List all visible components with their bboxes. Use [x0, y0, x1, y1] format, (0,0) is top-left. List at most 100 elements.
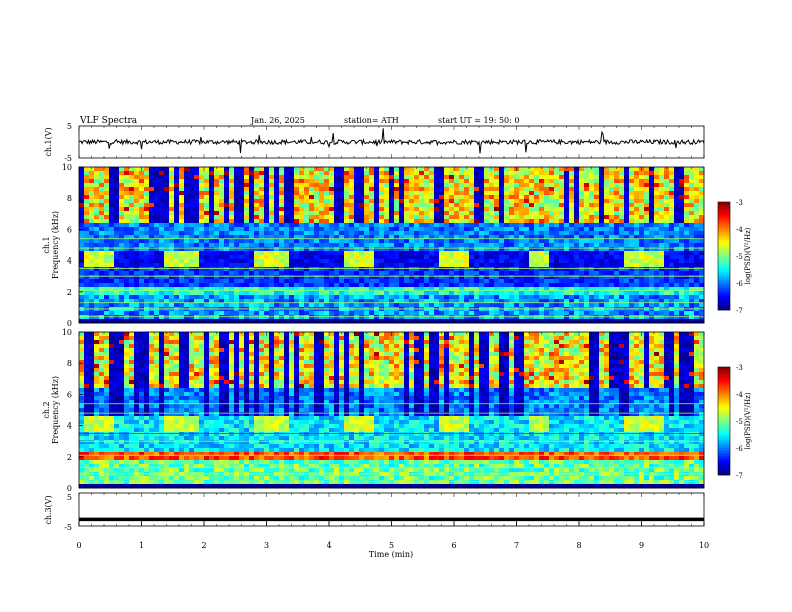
- spectrogram-cell: [509, 187, 515, 192]
- spectrogram-cell: [649, 291, 655, 296]
- spectrogram-cell: [459, 295, 465, 300]
- spectrogram-cell: [264, 291, 270, 296]
- spectrogram-cell: [399, 171, 405, 176]
- spectrogram-cell: [474, 175, 480, 180]
- spectrogram-cell: [444, 207, 450, 212]
- spectrogram-cell: [359, 183, 365, 188]
- spectrogram-cell: [639, 215, 645, 220]
- spectrogram-cell: [674, 287, 680, 292]
- spectrogram-cell: [544, 315, 550, 320]
- spectrogram-cell: [239, 295, 245, 300]
- spectrogram-cell: [449, 251, 455, 256]
- spectrogram-cell: [164, 235, 170, 240]
- spectrogram-cell: [304, 203, 310, 208]
- spectrogram-cell: [689, 287, 695, 292]
- spectrogram-cell: [139, 183, 145, 188]
- spectrogram-cell: [549, 223, 555, 228]
- spectrogram-cell: [524, 231, 530, 236]
- spectrogram-cell: [149, 171, 155, 176]
- spectrogram-cell: [104, 311, 110, 316]
- spectrogram-cell: [209, 203, 215, 208]
- spectrogram-cell: [659, 179, 665, 184]
- spectrogram-cell: [609, 175, 615, 180]
- spectrogram-cell: [589, 287, 595, 292]
- spectrogram-cell: [344, 179, 350, 184]
- spectrogram-cell: [184, 179, 190, 184]
- spectrogram-cell: [359, 231, 365, 236]
- spectrogram-cell: [609, 259, 615, 264]
- spectrogram-cell: [99, 219, 105, 224]
- spectrogram-cell: [439, 211, 445, 216]
- spectrogram-cell: [309, 259, 315, 264]
- spectrogram-cell: [484, 239, 490, 244]
- spectrogram-cell: [194, 167, 200, 172]
- spectrogram-cell: [634, 267, 640, 272]
- spectrogram-cell: [634, 203, 640, 208]
- spectrogram-cell: [634, 243, 640, 248]
- spectrogram-cell: [664, 223, 670, 228]
- spectrogram-cell: [414, 235, 420, 240]
- spectrogram-cell: [169, 231, 175, 236]
- spectrogram-cell: [634, 207, 640, 212]
- spectrogram-cell: [149, 251, 155, 256]
- spectrogram-cell: [434, 207, 440, 212]
- spectrogram-cell: [139, 243, 145, 248]
- spectrogram-cell: [694, 251, 700, 256]
- spectrogram-cell: [399, 315, 405, 320]
- spectrogram-cell: [559, 275, 565, 280]
- spectrogram-cell: [344, 315, 350, 320]
- spectrogram-cell: [264, 259, 270, 264]
- spectrogram-cell: [419, 211, 425, 216]
- spectrogram-cell: [424, 279, 430, 284]
- spectrogram-cell: [144, 299, 150, 304]
- spectrogram-cell: [604, 295, 610, 300]
- spectrogram-cell: [384, 223, 390, 228]
- spectrogram-cell: [414, 215, 420, 220]
- spectrogram-cell: [84, 315, 90, 320]
- spectrogram-cell: [224, 303, 230, 308]
- spectrogram-cell: [419, 259, 425, 264]
- spectrogram-cell: [649, 263, 655, 268]
- spectrogram-cell: [209, 251, 215, 256]
- spectrogram-cell: [614, 171, 620, 176]
- spectrogram-cell: [559, 203, 565, 208]
- spectrogram-cell: [269, 319, 275, 324]
- spectrogram-cell: [394, 319, 400, 324]
- spectrogram-cell: [474, 299, 480, 304]
- spectrogram-cell: [354, 183, 360, 188]
- spectrogram-cell: [349, 287, 355, 292]
- spectrogram-cell: [659, 207, 665, 212]
- spectrogram-cell: [559, 239, 565, 244]
- spectrogram-cell: [574, 251, 580, 256]
- spectrogram-cell: [89, 211, 95, 216]
- spectrogram-cell: [664, 255, 670, 260]
- spectrogram-cell: [429, 291, 435, 296]
- spectrogram-cell: [224, 315, 230, 320]
- spectrogram-cell: [354, 235, 360, 240]
- spectrogram-cell: [644, 243, 650, 248]
- spectrogram-cell: [504, 207, 510, 212]
- spectrogram-cell: [324, 219, 330, 224]
- spectrogram-cell: [449, 279, 455, 284]
- spectrogram-cell: [514, 223, 520, 228]
- spectrogram-cell: [224, 207, 230, 212]
- spectrogram-cell: [554, 207, 560, 212]
- spectrogram-cell: [424, 171, 430, 176]
- spectrogram-cell: [599, 203, 605, 208]
- spectrogram-cell: [559, 303, 565, 308]
- spectrogram-cell: [169, 171, 175, 176]
- spectrogram-cell: [679, 295, 685, 300]
- spectrogram-cell: [329, 187, 335, 192]
- spectrogram-cell: [254, 167, 260, 172]
- spectrogram-cell: [299, 247, 305, 252]
- spectrogram-cell: [534, 183, 540, 188]
- spectrogram-cell: [129, 243, 135, 248]
- spectrogram-cell: [229, 207, 235, 212]
- spectrogram-cell: [144, 171, 150, 176]
- spectrogram-cell: [179, 271, 185, 276]
- spectrogram-cell: [634, 219, 640, 224]
- spectrogram-cell: [254, 195, 260, 200]
- spectrogram-cell: [529, 187, 535, 192]
- spectrogram-cell: [454, 315, 460, 320]
- spectrogram-cell: [299, 303, 305, 308]
